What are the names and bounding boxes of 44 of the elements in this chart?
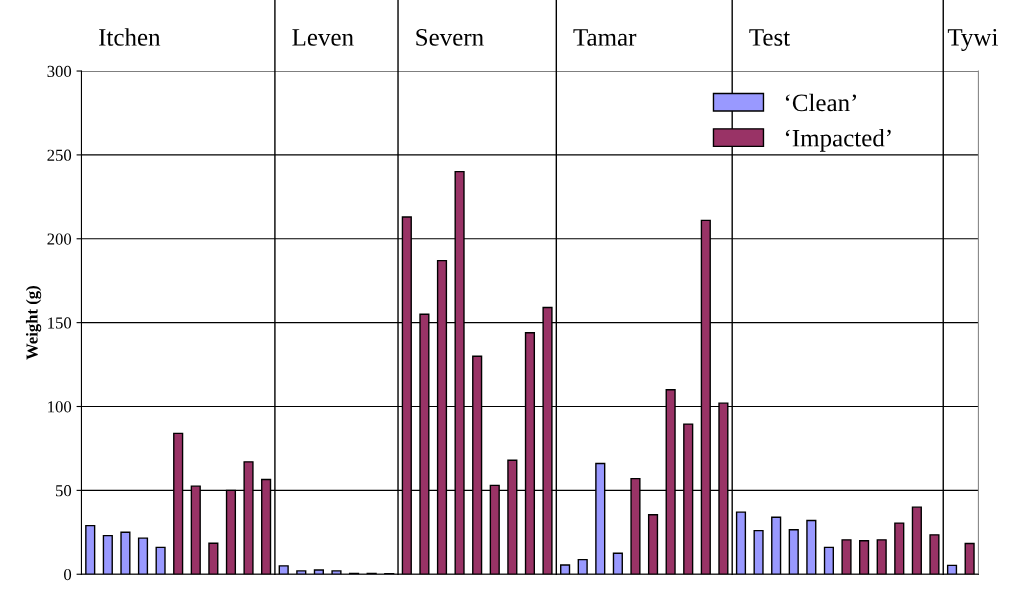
y-tick-label: 300 — [47, 65, 72, 77]
y-tick-label: 0 — [64, 568, 72, 581]
bar — [735, 511, 747, 575]
bar — [296, 570, 307, 575]
bar — [560, 564, 571, 575]
text: Test — [749, 29, 791, 46]
bar — [859, 539, 870, 575]
bar — [120, 531, 131, 575]
bar — [313, 569, 324, 575]
bar — [278, 565, 289, 575]
bar — [841, 539, 852, 575]
y-tick-label: 200 — [47, 233, 72, 245]
bar — [771, 516, 782, 575]
bar — [894, 522, 905, 575]
text: Severn — [416, 29, 484, 46]
bar — [964, 542, 975, 575]
bar — [823, 546, 835, 575]
bar — [331, 570, 342, 575]
bar — [788, 529, 799, 575]
y-tick-label: 100 — [48, 401, 72, 413]
bar — [137, 537, 149, 575]
y-tick-label: 50 — [56, 485, 72, 497]
bar — [946, 564, 958, 575]
text: Leven — [292, 29, 354, 46]
bar — [577, 558, 588, 575]
legend-label: ‘Clean’ — [785, 93, 857, 112]
bar — [155, 546, 166, 575]
legend-label: ‘Impacted’ — [785, 129, 891, 152]
bar — [102, 534, 113, 575]
y-tick-label: 150 — [48, 317, 72, 329]
bar — [876, 539, 887, 575]
y-tick-label: 250 — [47, 149, 72, 161]
text: Itchen — [99, 28, 161, 46]
text: Tywi — [947, 28, 998, 51]
bar — [647, 513, 659, 575]
bar — [612, 552, 623, 575]
y-axis-title: Weight (g) — [25, 286, 42, 360]
bar — [753, 529, 764, 575]
bar — [806, 519, 817, 575]
bar — [85, 524, 96, 575]
bar — [208, 542, 219, 575]
bar — [911, 506, 922, 575]
text: Tamar — [573, 29, 637, 46]
bar — [929, 534, 940, 575]
